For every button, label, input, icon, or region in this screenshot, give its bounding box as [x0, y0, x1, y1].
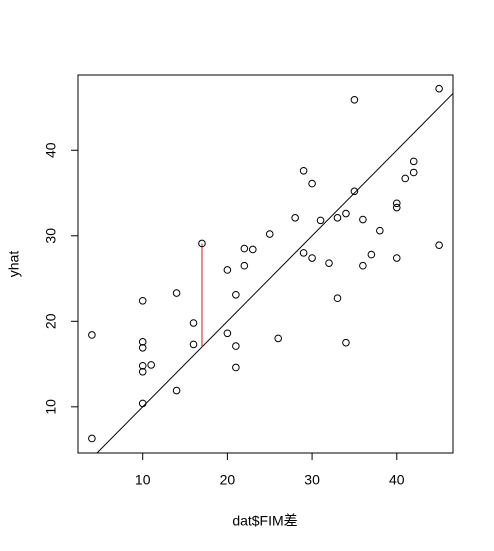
- point: [88, 434, 96, 443]
- y-axis-label: yhat: [6, 251, 22, 278]
- point: [232, 290, 240, 299]
- plot-area: [96, 93, 453, 453]
- point: [147, 361, 155, 369]
- point: [342, 338, 350, 347]
- point: [291, 214, 299, 222]
- point: [138, 399, 147, 408]
- x-tick-label: 40: [389, 472, 405, 488]
- y-tick-label: 20: [43, 313, 59, 329]
- point: [232, 342, 240, 350]
- point: [350, 187, 359, 196]
- x-axis-label: dat$FIM差: [232, 513, 297, 529]
- point: [392, 254, 401, 262]
- point: [409, 157, 418, 166]
- x-tick-label: 20: [220, 472, 236, 488]
- point: [350, 96, 359, 104]
- point: [265, 230, 274, 238]
- point: [138, 367, 147, 376]
- point: [308, 254, 316, 262]
- point: [248, 245, 257, 254]
- point: [333, 214, 342, 222]
- point: [316, 216, 325, 225]
- x-tick-label: 10: [135, 472, 151, 488]
- point: [435, 241, 443, 249]
- point: [240, 244, 249, 253]
- point: [189, 340, 198, 349]
- point: [342, 209, 350, 218]
- point: [223, 266, 232, 274]
- point: [172, 289, 181, 297]
- y-tick-label: 10: [43, 399, 59, 415]
- point: [223, 329, 232, 338]
- point: [392, 199, 401, 208]
- point: [376, 226, 384, 235]
- point: [435, 84, 443, 93]
- point: [367, 250, 376, 259]
- point: [333, 294, 342, 303]
- point: [172, 386, 181, 395]
- y-tick-label: 30: [43, 228, 59, 244]
- point: [308, 179, 316, 188]
- point: [325, 259, 333, 267]
- point: [138, 344, 147, 352]
- point: [359, 261, 367, 270]
- point: [240, 261, 249, 270]
- y-tick-label: 40: [43, 142, 59, 158]
- point: [138, 338, 147, 346]
- point: [189, 319, 198, 327]
- point: [232, 363, 240, 372]
- x-tick-label: 30: [304, 472, 320, 488]
- point: [401, 174, 410, 183]
- point: [359, 215, 367, 224]
- point: [88, 331, 96, 339]
- point: [138, 361, 147, 370]
- point: [138, 296, 147, 305]
- point: [392, 203, 401, 212]
- point: [299, 249, 308, 257]
- point: [198, 239, 206, 248]
- fit-line: [96, 93, 453, 453]
- point: [274, 334, 283, 343]
- plot-box: [77, 74, 454, 454]
- point: [409, 168, 418, 177]
- point: [299, 166, 308, 175]
